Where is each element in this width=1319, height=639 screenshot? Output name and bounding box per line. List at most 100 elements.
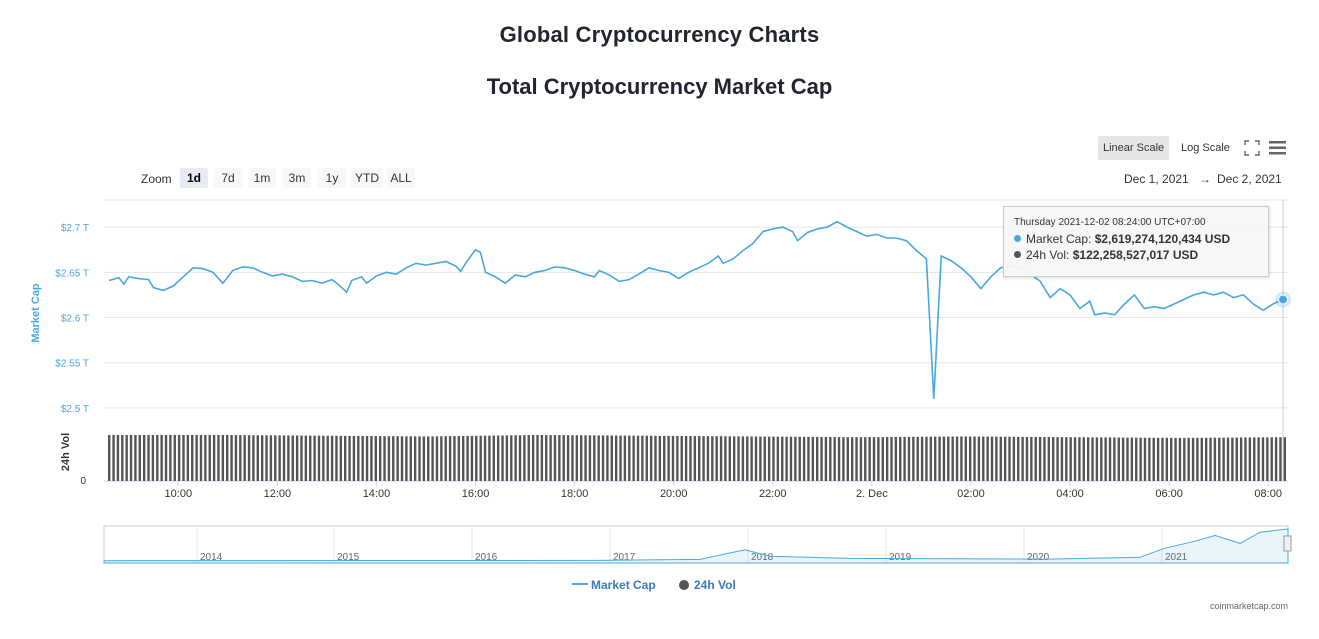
legend-vol[interactable]: 24h Vol [679, 578, 736, 592]
vol-bar [1209, 437, 1212, 481]
vol-bar [715, 436, 718, 481]
vol-bar [982, 436, 985, 481]
vol-bar [1082, 437, 1085, 481]
vol-bar [444, 436, 447, 481]
vol-bar [138, 434, 141, 481]
vol-bar [885, 436, 889, 481]
vol-bar [440, 436, 443, 481]
vol-bar [475, 435, 478, 481]
vol-bar [483, 435, 487, 481]
vol-bar [466, 435, 469, 481]
x-tick-label: 20:00 [660, 488, 688, 500]
vol-bar [833, 437, 836, 481]
y-tick-label: $2.7 T [61, 223, 89, 234]
zoom-1y-button[interactable]: 1y [318, 168, 346, 188]
vol-bar [435, 436, 439, 481]
vol-bar [173, 434, 176, 481]
vol-bar [606, 435, 609, 481]
vol-bar [1095, 437, 1099, 481]
vol-bar [492, 435, 495, 481]
zoom-3m-button[interactable]: 3m [283, 168, 311, 188]
vol-bar [920, 436, 924, 481]
range-to[interactable]: Dec 2, 2021 [1217, 172, 1282, 186]
zoom-1m-button[interactable]: 1m [248, 168, 276, 188]
vol-bar [413, 436, 417, 481]
vol-bar [846, 437, 849, 481]
linear-scale-button[interactable]: Linear Scale [1098, 136, 1170, 160]
vol-bar [1213, 437, 1217, 481]
navigator-year-label: 2016 [475, 552, 498, 563]
tooltip: Thursday 2021-12-02 08:24:00 UTC+07:00 M… [1003, 206, 1269, 277]
vol-bar [1078, 437, 1081, 481]
y-tick-label: $2.5 T [61, 404, 89, 415]
tooltip-market-cap-value: $2,619,274,120,434 USD [1094, 232, 1231, 246]
navigator-year-label: 2017 [613, 552, 636, 563]
vol-bar [693, 436, 697, 481]
y-tick-label: $2.55 T [55, 359, 89, 370]
vol-bar [243, 435, 246, 481]
vol-bar [977, 436, 981, 481]
vol-bar [868, 437, 871, 481]
credit-link[interactable]: coinmarketcap.com [1209, 601, 1288, 611]
range-from[interactable]: Dec 1, 2021 [1124, 172, 1189, 186]
vol-bar [864, 437, 867, 481]
dot-swatch-icon [679, 580, 689, 590]
vol-bar [973, 436, 976, 481]
x-tick-label: 12:00 [264, 488, 292, 500]
vol-bar [422, 436, 426, 481]
vol-bar [1073, 437, 1077, 481]
vol-bar [125, 434, 128, 481]
vol-bar [671, 435, 675, 481]
vol-bar [1126, 437, 1129, 481]
chart-title: Total Cryptocurrency Market Cap [486, 74, 833, 99]
vol-bar [427, 436, 430, 481]
vol-bar [1253, 437, 1256, 481]
x-tick-label: 06:00 [1155, 488, 1183, 500]
vol-bar [462, 435, 465, 481]
zoom-1d-button[interactable]: 1d [180, 168, 208, 188]
vol-bar [628, 435, 631, 481]
vol-bar [728, 436, 731, 481]
navigator-series [103, 528, 1289, 564]
x-tick-label: 04:00 [1056, 488, 1084, 500]
log-scale-button[interactable]: Log Scale [1181, 142, 1230, 154]
vol-bar [588, 435, 592, 481]
vol-bar [531, 435, 535, 481]
vol-bar [1104, 437, 1107, 481]
vol-bar [453, 436, 456, 481]
vol-bar [527, 435, 530, 481]
vol-bar [1065, 437, 1068, 481]
legend-market-cap[interactable]: Market Cap [572, 578, 656, 592]
fullscreen-icon[interactable] [1244, 140, 1260, 156]
vol-bar [811, 436, 815, 481]
zoom-label: Zoom [141, 172, 172, 186]
vol-bar [767, 436, 771, 481]
menu-icon[interactable] [1268, 139, 1288, 157]
zoom-7d-button[interactable]: 7d [214, 168, 242, 188]
vol-bar [663, 435, 666, 481]
vol-bar [1003, 436, 1007, 481]
vol-bar [226, 435, 229, 481]
vol-bar [282, 435, 286, 481]
vol-bar [1034, 436, 1037, 481]
vol-bar [1183, 437, 1186, 481]
vol-bar [1030, 436, 1033, 481]
vol-bar [684, 436, 688, 481]
vol-bar [1266, 437, 1269, 481]
zoom-all-button[interactable]: ALL [387, 168, 415, 188]
vol-bar [1069, 437, 1072, 481]
vol-bar [995, 436, 998, 481]
vol-bar [1270, 437, 1273, 481]
vol-bar [610, 435, 613, 481]
vol-bar [1117, 437, 1120, 481]
zoom-ytd-button[interactable]: YTD [351, 168, 383, 188]
vol-bar [335, 435, 338, 481]
vol-bar [1244, 437, 1247, 481]
vol-bar [523, 435, 526, 481]
vol-bar [802, 436, 806, 481]
vol-bar [1012, 436, 1016, 481]
vol-bar [300, 435, 303, 481]
legend-vol-label: 24h Vol [694, 578, 736, 592]
vol-bar [221, 435, 225, 481]
